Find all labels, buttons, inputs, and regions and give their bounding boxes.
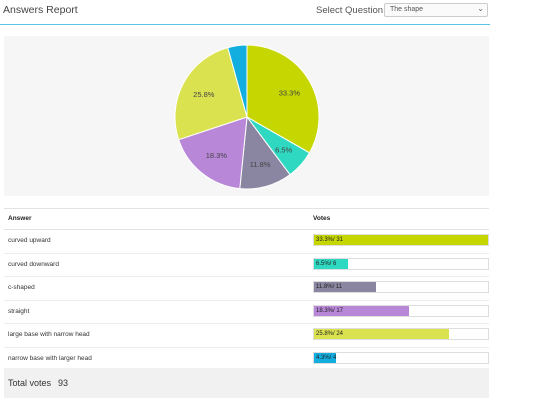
vote-bar-fill [314,235,488,245]
table-body: curved upward 33.3%/ 31 curved downward 6.5… [4,230,489,371]
chevron-down-icon[interactable]: ⌄ [477,4,484,13]
vote-bar-text: 25.8%/ 24 [316,331,344,337]
pie-slice-label: 33.3% [279,88,301,97]
vote-bar-track: 33.3%/ 31 [313,234,489,246]
pie-slice-label: 25.8% [193,90,215,99]
table-row: c-shaped 11.8%/ 11 [4,277,489,301]
vote-bar-text: 33.3%/ 31 [316,237,344,243]
vote-bar-track: 25.8%/ 24 [313,328,489,340]
vote-bar-track: 18.3%/ 17 [313,304,489,317]
answer-label: straight [8,307,30,315]
answer-label: narrow base with larger head [8,354,92,362]
vote-bar-text: 6.5%/ 6 [316,260,337,267]
table-row: curved downward 6.5%/ 6 [4,254,489,277]
pie-slice-5 [174,46,248,141]
pie-slice-4 [178,116,248,190]
chart-panel: 33.3% 6.5% 11.8% 18.3% 25.8% [4,36,489,196]
vote-bar-fill [314,282,376,292]
total-votes-value: 93 [58,378,69,388]
answer-label: c-shaped [8,284,35,291]
table-row: straight 18.3%/ 17 [4,301,489,324]
answers-table: Answer Votes curved upward 33.3%/ 31 curve… [4,208,489,371]
table-row: large base with narrow head 25.8%/ 24 [4,324,489,348]
vote-bar-track: 6.5%/ 6 [313,257,489,270]
question-select-value[interactable]: The shape [390,6,424,13]
answer-label: curved downward [8,260,59,268]
total-votes-label: Total votes [8,378,52,388]
vote-bar-text: 18.3%/ 17 [316,307,344,314]
report-header: Answers Report Select Question: The shap… [0,0,490,25]
select-question-label: Select Question: [316,5,386,16]
vote-bar-fill [314,305,410,316]
answer-label: curved upward [8,237,51,244]
pie-slice-6 [227,44,248,118]
table-row: curved upward 33.3%/ 31 [4,230,489,254]
pie-slice-label: 11.8% [250,160,271,169]
answer-column-header: Answer [8,215,32,222]
total-votes-panel: Total votes 93 [4,368,489,398]
vote-bar-track: 4.3%/ 4 [313,351,489,364]
vote-bar-text: 4.3%/ 4 [316,354,337,361]
vote-bar-text: 11.8%/ 11 [316,284,343,290]
table-header: Answer Votes [4,208,489,230]
page-title: Answers Report [3,4,78,16]
pie-slice-label: 6.5% [275,145,292,154]
answer-label: large base with narrow head [8,331,90,338]
vote-bar-fill [314,352,337,363]
question-select[interactable]: The shape ⌄ [384,3,488,17]
pie-slice-1 [246,44,320,154]
votes-column-header: Votes [313,215,331,222]
pie-slice-label: 18.3% [206,151,228,160]
pie-chart: 33.3% 6.5% 11.8% 18.3% 25.8% [174,44,320,190]
vote-bar-fill [314,329,449,339]
vote-bar-fill [314,258,348,269]
vote-bar-track: 11.8%/ 11 [313,281,489,293]
